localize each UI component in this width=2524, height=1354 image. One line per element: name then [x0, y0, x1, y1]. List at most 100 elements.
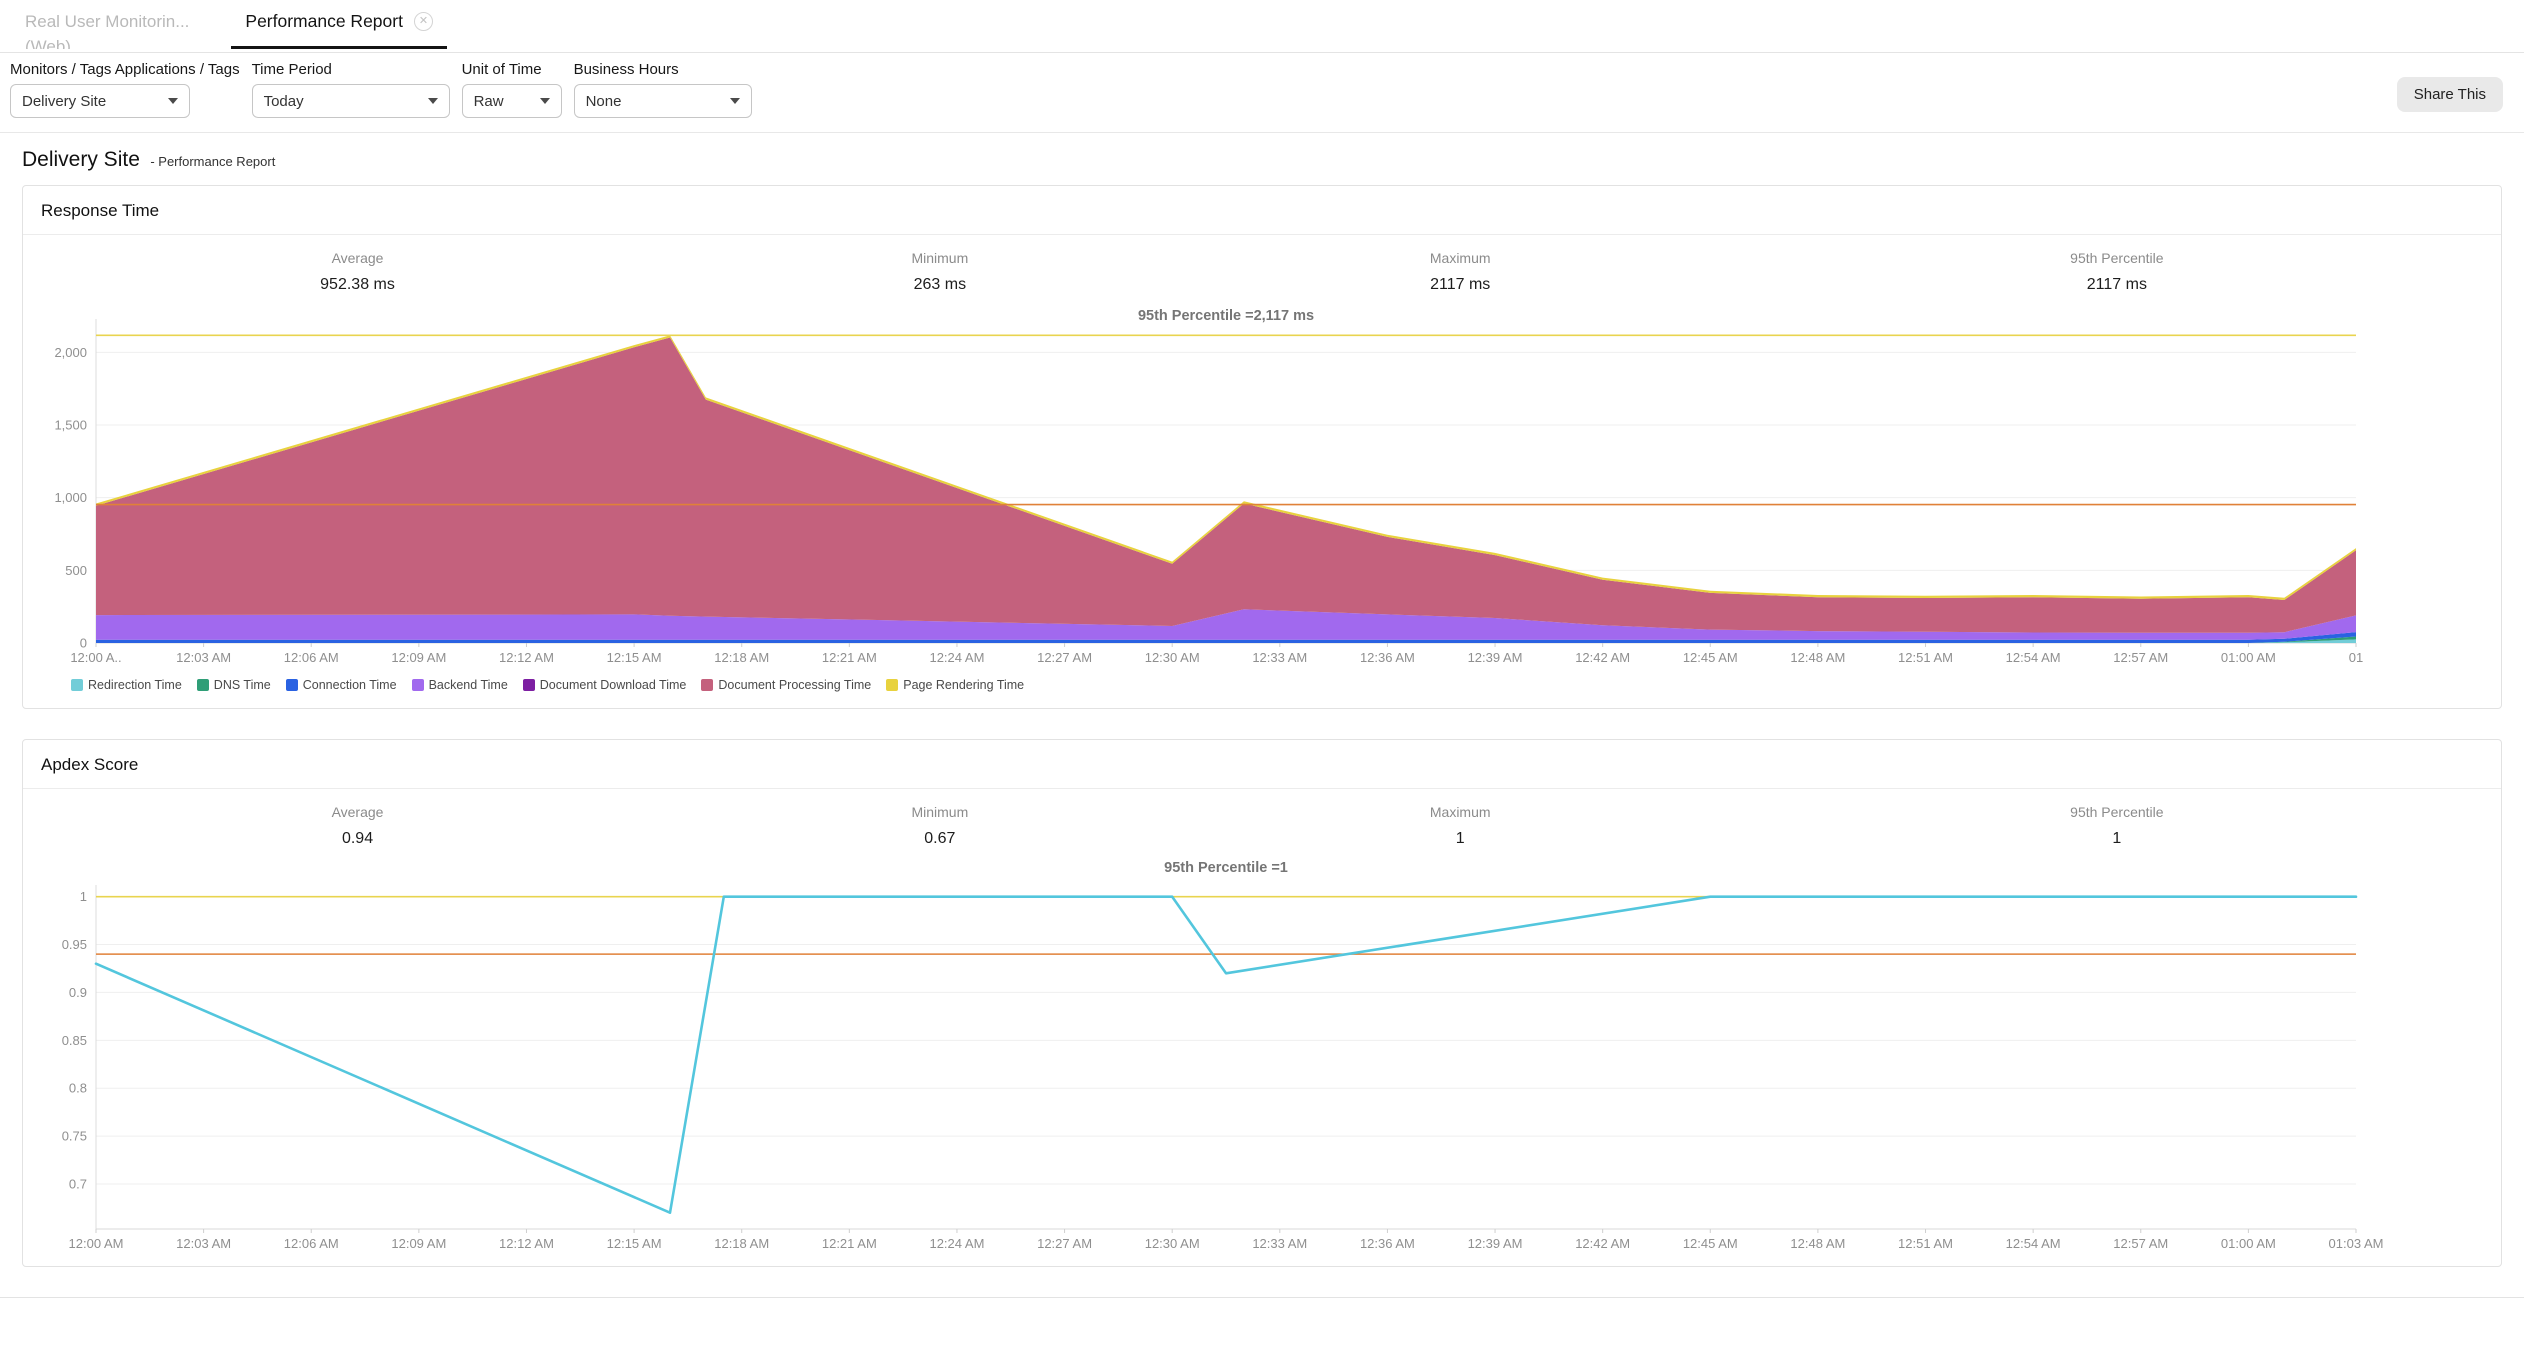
tab-real-user-monitoring[interactable]: Real User Monitorin... (Web): [25, 9, 189, 49]
chart-annotation-95th-percentile: 95th Percentile =2,117 ms: [1137, 308, 1315, 324]
legend-item-dns-time[interactable]: DNS Time: [196, 678, 271, 692]
svg-text:500: 500: [65, 563, 87, 578]
legend-label: Document Processing Time: [718, 678, 872, 692]
svg-text:12:48 AM: 12:48 AM: [1790, 1236, 1845, 1251]
filter-label: Monitors / Tags Applications / Tags: [10, 61, 240, 78]
svg-text:12:21 AM: 12:21 AM: [822, 650, 877, 665]
unit-of-time-select[interactable]: Raw: [461, 84, 562, 118]
svg-text:12:39 AM: 12:39 AM: [1468, 650, 1523, 665]
selected-value: None: [585, 92, 622, 110]
svg-text:12:39 AM: 12:39 AM: [1468, 1236, 1523, 1251]
stat-label: 95th Percentile: [2070, 250, 2164, 266]
report-heading: Delivery Site - Performance Report: [0, 133, 2524, 185]
legend-label: DNS Time: [213, 678, 271, 692]
share-this-button[interactable]: Share This: [2396, 77, 2503, 112]
svg-text:12:24 AM: 12:24 AM: [929, 1236, 984, 1251]
legend-label: Redirection Time: [88, 678, 182, 692]
close-tab-icon[interactable]: ✕: [413, 12, 433, 31]
stat-value: 2117 ms: [2086, 276, 2147, 293]
svg-text:12:27 AM: 12:27 AM: [1037, 650, 1092, 665]
stat-label: Maximum: [1429, 250, 1491, 266]
legend-swatch-icon: [522, 679, 535, 691]
business-hours-select[interactable]: None: [573, 84, 752, 118]
svg-text:12:12 AM: 12:12 AM: [499, 650, 554, 665]
stat-value: 263 ms: [913, 276, 967, 293]
apdex_score-svg: 1 0.95 0.9 0.85 0.8 0.75 0.7 12:00 AM 12:03 AM 12…: [62, 885, 2383, 1251]
time-period-select[interactable]: Today: [251, 84, 450, 118]
svg-text:12:06 AM: 12:06 AM: [284, 650, 339, 665]
svg-text:12:24 AM: 12:24 AM: [929, 650, 984, 665]
svg-text:12:21 AM: 12:21 AM: [822, 1236, 877, 1251]
monitor-select[interactable]: Delivery Site: [10, 84, 190, 118]
legend-item-document-download-time[interactable]: Document Download Time: [522, 678, 687, 692]
response_time-svg: 0 500 1,000 1,500 2,000 12:00 A.. 12:03 AM 12:0…: [54, 319, 2363, 665]
stat-value: 1: [1455, 830, 1465, 847]
svg-text:2,000: 2,000: [54, 345, 87, 360]
svg-text:0.75: 0.75: [62, 1129, 87, 1144]
response-time-panel: Response Time Average 952.38 ms Minimum 263…: [22, 185, 2502, 709]
legend-label: Connection Time: [302, 678, 397, 692]
svg-text:12:54 AM: 12:54 AM: [2006, 1236, 2061, 1251]
response-time-chart[interactable]: 95th Percentile =2,117 ms 0 500 1,000 1,500…: [23, 308, 2501, 670]
legend-swatch-icon: [71, 679, 83, 691]
filter-label: Business Hours: [573, 61, 679, 78]
legend-swatch-icon: [886, 679, 899, 691]
selected-value: Today: [263, 92, 304, 110]
stat-95th-percentile: 95th Percentile 1: [1733, 804, 2501, 848]
stat-label: Maximum: [1429, 804, 1491, 820]
tab-label: Real User Monitorin...: [25, 12, 190, 31]
stat-minimum: Minimum 263 ms: [692, 250, 1188, 294]
selected-value: Raw: [473, 92, 504, 110]
filter-business-hours: Business Hours None: [573, 61, 752, 118]
svg-text:0.7: 0.7: [69, 1176, 87, 1191]
svg-text:12:18 AM: 12:18 AM: [714, 650, 769, 665]
filter-label: Time Period: [251, 61, 332, 78]
selected-value: Delivery Site: [22, 92, 107, 110]
svg-text:1,500: 1,500: [54, 418, 87, 433]
stat-maximum: Maximum 1: [1188, 804, 1733, 848]
svg-text:12:36 AM: 12:36 AM: [1360, 650, 1415, 665]
legend-item-redirection-time[interactable]: Redirection Time: [71, 678, 182, 692]
filter-unit-of-time: Unit of Time Raw: [461, 61, 562, 118]
chevron-down-icon: [168, 98, 178, 104]
stat-label: Average: [331, 804, 384, 820]
svg-text:12:03 AM: 12:03 AM: [176, 650, 231, 665]
legend-label: Document Download Time: [539, 678, 687, 692]
svg-text:12:51 AM: 12:51 AM: [1898, 1236, 1953, 1251]
stat-minimum: Minimum 0.67: [692, 804, 1188, 848]
svg-text:12:09 AM: 12:09 AM: [391, 1236, 446, 1251]
svg-text:12:42 AM: 12:42 AM: [1575, 1236, 1630, 1251]
legend-item-document-processing-time[interactable]: Document Processing Time: [701, 678, 871, 692]
stat-average: Average 0.94: [23, 804, 692, 848]
svg-text:0.9: 0.9: [69, 985, 87, 1000]
svg-text:12:15 AM: 12:15 AM: [607, 1236, 662, 1251]
chart-legend: Redirection Time DNS Time Connection Time B…: [23, 670, 2501, 708]
svg-text:12:09 AM: 12:09 AM: [391, 650, 446, 665]
apdex-score-chart[interactable]: 95th Percentile =1 1 0.95 0.9 0.85 0.8 0.75 0.…: [23, 860, 2501, 1252]
legend-swatch-icon: [196, 679, 209, 691]
chevron-down-icon: [539, 98, 550, 104]
legend-item-backend-time[interactable]: Backend Time: [411, 678, 508, 692]
legend-item-page-rendering-time[interactable]: Page Rendering Time: [886, 678, 1024, 692]
apdex-score-panel: Apdex Score Average 0.94 Minimum 0.67 Maximu…: [22, 739, 2502, 1267]
svg-text:12:36 AM: 12:36 AM: [1360, 1236, 1415, 1251]
stat-label: Minimum: [911, 804, 969, 820]
svg-text:12:42 AM: 12:42 AM: [1575, 650, 1630, 665]
stat-value: 0.67: [924, 830, 956, 847]
legend-swatch-icon: [701, 679, 714, 691]
svg-text:12:12 AM: 12:12 AM: [499, 1236, 554, 1251]
svg-text:12:45 AM: 12:45 AM: [1683, 1236, 1738, 1251]
legend-label: Page Rendering Time: [903, 678, 1025, 692]
svg-text:12:33 AM: 12:33 AM: [1252, 650, 1307, 665]
legend-swatch-icon: [411, 679, 424, 691]
panel-title: Response Time: [23, 186, 2501, 235]
filter-bar: Monitors / Tags Applications / Tags Deli…: [0, 53, 2524, 133]
svg-text:12:57 AM: 12:57 AM: [2113, 1236, 2168, 1251]
svg-text:0.95: 0.95: [62, 937, 87, 952]
tab-performance-report[interactable]: Performance Report ✕: [231, 9, 447, 49]
stat-value: 2117 ms: [1430, 276, 1491, 293]
page-title: Delivery Site: [22, 148, 140, 171]
legend-item-connection-time[interactable]: Connection Time: [285, 678, 397, 692]
svg-text:01:00 AM: 01:00 AM: [2221, 1236, 2276, 1251]
svg-text:12:06 AM: 12:06 AM: [284, 1236, 339, 1251]
